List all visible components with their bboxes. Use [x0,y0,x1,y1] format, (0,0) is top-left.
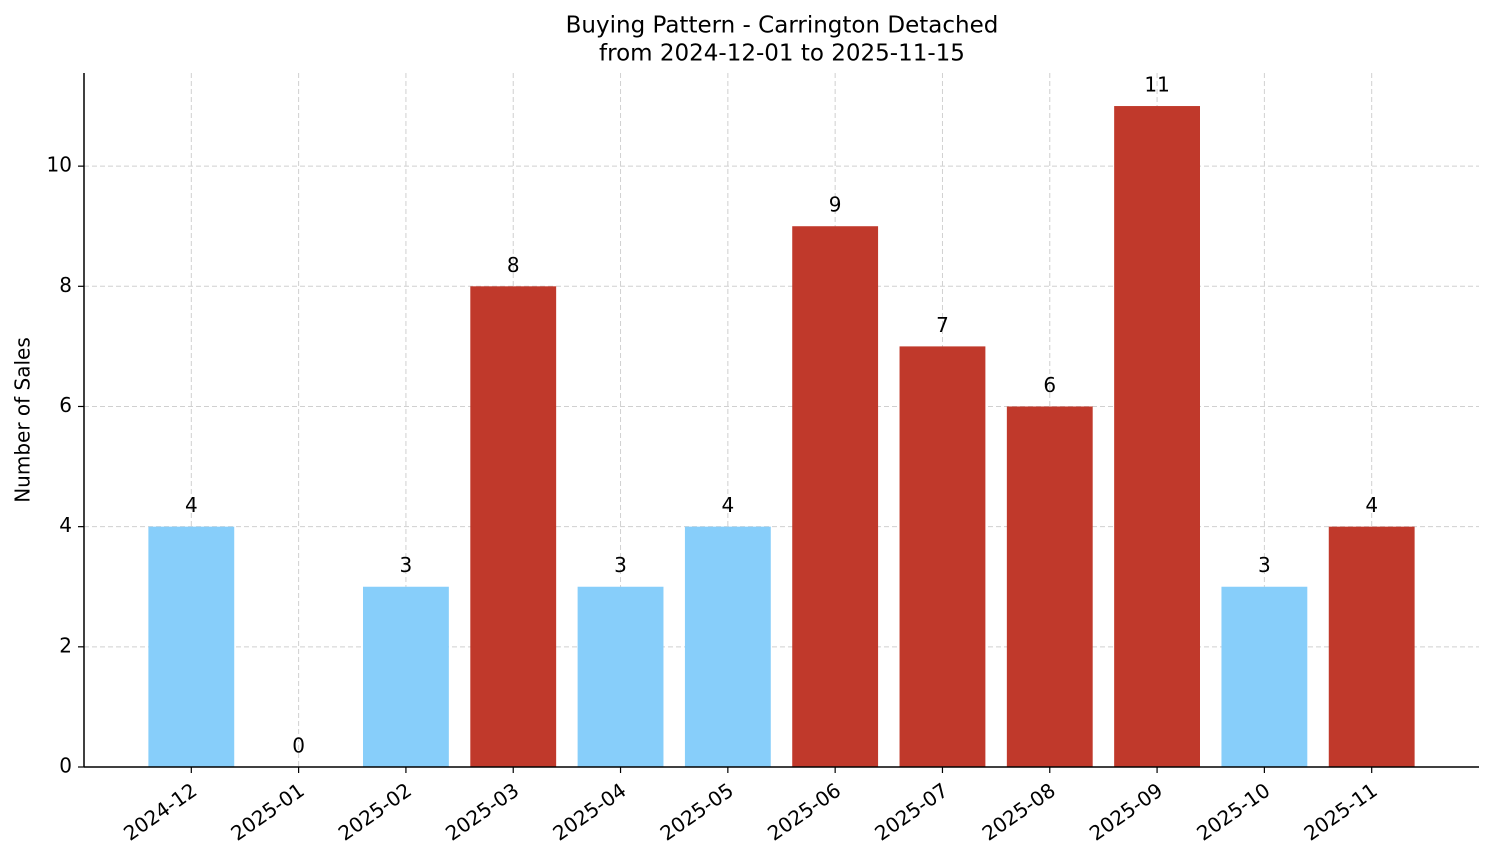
bar [684,526,771,767]
bar [363,586,449,767]
y-tick-label: 10 [47,153,72,177]
chart-subtitle: from 2024-12-01 to 2025-11-15 [599,41,965,67]
y-tick-label: 8 [59,273,72,297]
data-label: 7 [936,313,949,337]
data-label: 3 [1258,553,1271,577]
x-tick-label: 2024-12 [119,778,201,846]
data-label: 8 [507,253,520,277]
x-tick-label: 2025-08 [978,778,1060,846]
bar [470,286,557,767]
bar [792,226,879,768]
x-tick-label: 2025-11 [1299,778,1381,846]
data-label: 4 [721,493,734,517]
data-label: 11 [1144,73,1169,97]
bar [1328,526,1415,767]
x-tick-label: 2025-09 [1085,778,1167,846]
x-tick-label: 2025-04 [548,778,630,846]
bar [1006,406,1093,767]
x-tick-label: 2025-06 [763,778,845,846]
y-tick-label: 4 [59,513,72,537]
y-tick-label: 0 [59,754,72,778]
bar [577,586,664,767]
data-label: 3 [400,553,413,577]
x-tick-label: 2025-05 [656,778,738,846]
chart-title: Buying Pattern - Carrington Detached [566,13,999,39]
x-tick-label: 2025-02 [334,778,416,846]
y-tick-label: 2 [59,633,72,657]
x-tick-label: 2025-07 [870,778,952,846]
y-tick-label: 6 [59,393,72,417]
data-label: 4 [185,493,198,517]
x-tick-label: 2025-03 [441,778,523,846]
bar [1114,106,1200,768]
data-label: 3 [614,553,627,577]
x-tick-label: 2025-10 [1192,778,1274,846]
data-label: 6 [1043,373,1056,397]
bar [899,346,986,767]
bar [148,526,235,767]
data-label: 0 [292,734,305,758]
data-label: 4 [1365,493,1378,517]
y-axis-label: Number of Sales [11,337,35,503]
data-label: 9 [829,193,842,217]
x-tick-label: 2025-01 [226,778,308,846]
bar [1221,586,1308,767]
